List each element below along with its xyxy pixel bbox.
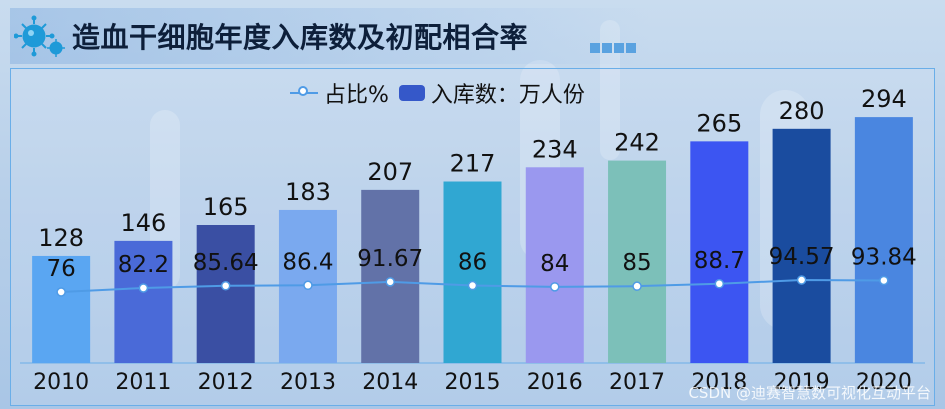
bar-value-label: 165 [203,193,249,221]
line-value-label: 86 [458,250,487,276]
line-point[interactable] [138,283,149,293]
bar[interactable] [114,240,173,363]
bar-value-label: 183 [285,178,331,206]
line-value-label: 86.4 [282,249,333,275]
bar-value-label: 242 [614,129,660,157]
x-tick-label: 2013 [280,370,336,395]
bar[interactable] [196,225,255,363]
legend-item-ratio[interactable]: 占比% [290,77,389,109]
x-tick-label: 2020 [856,370,912,395]
title-decoration [590,38,638,57]
bar[interactable] [361,189,420,363]
line-point[interactable] [385,277,395,287]
chart-legend: 占比% 入库数：万人份 [290,78,595,108]
line-value-label: 91.67 [357,246,423,272]
x-tick-label: 2010 [33,370,89,395]
bar[interactable] [443,181,502,363]
bar-value-label: 265 [696,109,742,137]
line-value-label: 82.2 [118,252,169,278]
bar-value-label: 128 [38,224,84,252]
line-point[interactable] [796,275,807,285]
x-tick-label: 2012 [198,370,254,395]
watermark: CSDN @迪赛智慧数可视化互动平台 [688,384,931,402]
x-tick-label: 2011 [115,370,171,395]
bar-value-label: 280 [779,97,825,125]
line-marker-icon [290,86,318,96]
line-value-label: 94.57 [769,244,835,270]
bar[interactable] [32,255,91,363]
line-value-label: 85.64 [193,250,259,276]
page-title: 造血干细胞年度入库数及初配相合率 [72,21,529,54]
line-point[interactable] [714,279,725,289]
bar[interactable] [854,117,913,363]
bar[interactable] [608,160,667,363]
x-tick-label: 2015 [445,370,501,395]
bar-value-label: 146 [121,209,167,237]
legend-label: 占比% [324,83,389,108]
x-tick-label: 2019 [774,370,830,395]
line-point[interactable] [632,281,642,291]
line-point[interactable] [303,280,313,291]
title-bar [10,8,650,64]
bar-value-label: 234 [532,135,578,163]
bar-value-label: 217 [450,150,496,178]
line-value-label: 88.7 [694,248,745,274]
x-tick-label: 2018 [691,370,747,395]
line-value-label: 76 [46,256,75,282]
line-point[interactable] [467,280,478,291]
line-point[interactable] [550,282,560,292]
line-point[interactable] [56,287,66,297]
line-value-label: 84 [540,251,569,277]
legend-item-count[interactable]: 入库数：万人份 [398,77,585,109]
line-point[interactable] [220,281,231,291]
line-value-label: 85 [622,250,651,276]
virus-icon [14,15,65,57]
legend-label: 入库数：万人份 [430,83,585,108]
line-point[interactable] [879,275,889,286]
line-value-label: 93.84 [851,244,917,270]
bar[interactable] [690,141,749,363]
x-tick-label: 2014 [362,370,418,395]
bar[interactable] [525,167,584,363]
x-tick-label: 2016 [527,370,583,395]
bar[interactable] [772,128,831,363]
bar-marker-icon [398,85,425,101]
x-tick-label: 2017 [609,370,665,395]
bar-value-label: 207 [367,158,413,186]
bar-value-label: 294 [861,85,907,113]
